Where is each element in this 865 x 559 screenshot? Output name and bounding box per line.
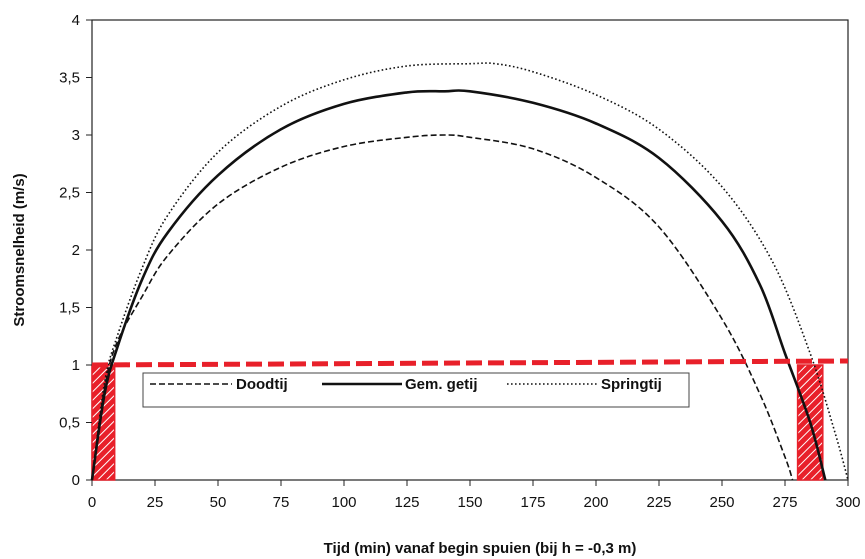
y-tick-label: 0,5 [59, 415, 80, 432]
y-tick-label: 1,5 [59, 300, 80, 317]
x-tick-label: 0 [88, 494, 96, 511]
series-line-dashed [91, 134, 794, 481]
x-axis-title: Tijd (min) vanaf begin spuien (bij h = -… [324, 540, 637, 557]
x-tick-label: 150 [457, 494, 482, 511]
x-tick-label: 300 [835, 494, 860, 511]
legend-label: Gem. getij [405, 376, 478, 393]
y-tick-label: 1 [72, 357, 80, 374]
legend-box [142, 372, 690, 408]
x-axis: 0 25 50 75 100 125 150 175 200 225 250 275 300 [88, 480, 861, 511]
series-layer [90, 62, 849, 481]
x-tick-label: 125 [394, 494, 419, 511]
x-tick-label: 75 [273, 494, 290, 511]
x-tick-label: 175 [520, 494, 545, 511]
legend: Doodtij Gem. getij Springtij [142, 372, 690, 408]
plot-area [91, 19, 849, 481]
y-tick-label: 0 [72, 472, 80, 489]
y-axis: 0 0,5 1 1,5 2 2,5 3 3,5 4 [59, 12, 92, 489]
legend-label: Doodtij [236, 376, 288, 393]
x-tick-label: 100 [331, 494, 356, 511]
y-tick-label: 4 [72, 12, 80, 29]
y-axis-title: Stroomsnelheid (m/s) [11, 173, 28, 326]
y-tick-label: 3,5 [59, 70, 80, 87]
legend-label: Springtij [601, 376, 662, 393]
series-line-dotted [91, 62, 849, 481]
threshold-line [91, 358, 849, 368]
y-tick-label: 2,5 [59, 185, 80, 202]
x-tick-label: 250 [709, 494, 734, 511]
x-tick-label: 225 [646, 494, 671, 511]
y-tick-label: 3 [72, 127, 80, 144]
y-tick-label: 2 [72, 242, 80, 259]
x-tick-label: 25 [147, 494, 164, 511]
x-tick-label: 275 [772, 494, 797, 511]
x-tick-label: 50 [210, 494, 227, 511]
series-line-solid [90, 89, 827, 481]
x-tick-label: 200 [583, 494, 608, 511]
